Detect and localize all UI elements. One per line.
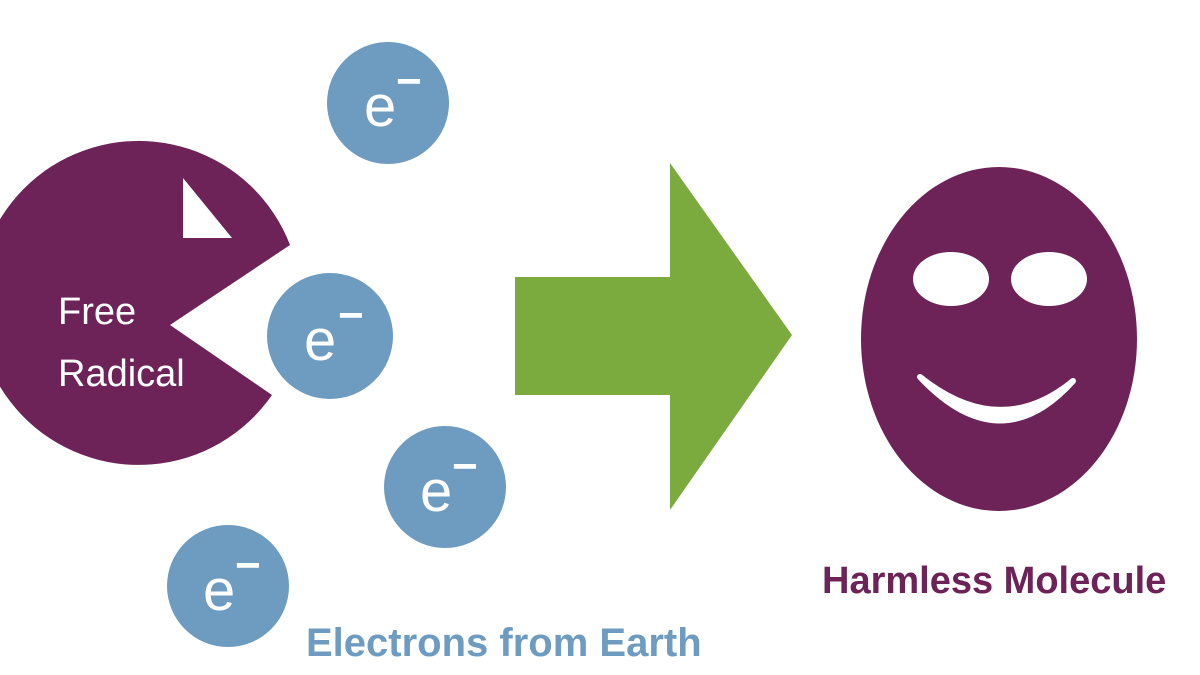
electron-sign: − bbox=[452, 442, 478, 491]
electron-middle: e − bbox=[267, 273, 393, 399]
free-radical-label-line2: Radical bbox=[58, 353, 185, 395]
electron-letter: e bbox=[203, 558, 235, 623]
electrons-caption: Electrons from Earth bbox=[306, 621, 702, 665]
electron-letter: e bbox=[364, 74, 396, 139]
electron-sign: − bbox=[235, 541, 261, 590]
smile-mouth bbox=[917, 374, 1076, 424]
electron-circle bbox=[384, 426, 506, 548]
electron-right: e − bbox=[384, 426, 506, 548]
electron-sign: − bbox=[338, 291, 364, 340]
electron-letter: e bbox=[304, 308, 336, 373]
electron-circle bbox=[167, 525, 289, 647]
smiley-face-icon bbox=[861, 167, 1137, 511]
electron-bottom: e − bbox=[167, 525, 289, 647]
electron-circle bbox=[267, 273, 393, 399]
right-arrow-icon bbox=[515, 163, 792, 510]
left-eye bbox=[913, 252, 989, 306]
electron-top: e − bbox=[327, 42, 449, 164]
free-radical-label-line1: Free bbox=[58, 291, 136, 333]
electron-circle bbox=[327, 42, 449, 164]
harmless-molecule-body bbox=[861, 167, 1137, 511]
harmless-molecule-caption: Harmless Molecule bbox=[822, 560, 1166, 602]
free-radical: Free Radical bbox=[0, 140, 290, 465]
free-radical-body bbox=[0, 140, 290, 465]
free-radical-eye bbox=[183, 178, 232, 238]
right-eye bbox=[1011, 252, 1087, 306]
electron-sign: − bbox=[396, 57, 422, 106]
electron-letter: e bbox=[420, 459, 452, 524]
